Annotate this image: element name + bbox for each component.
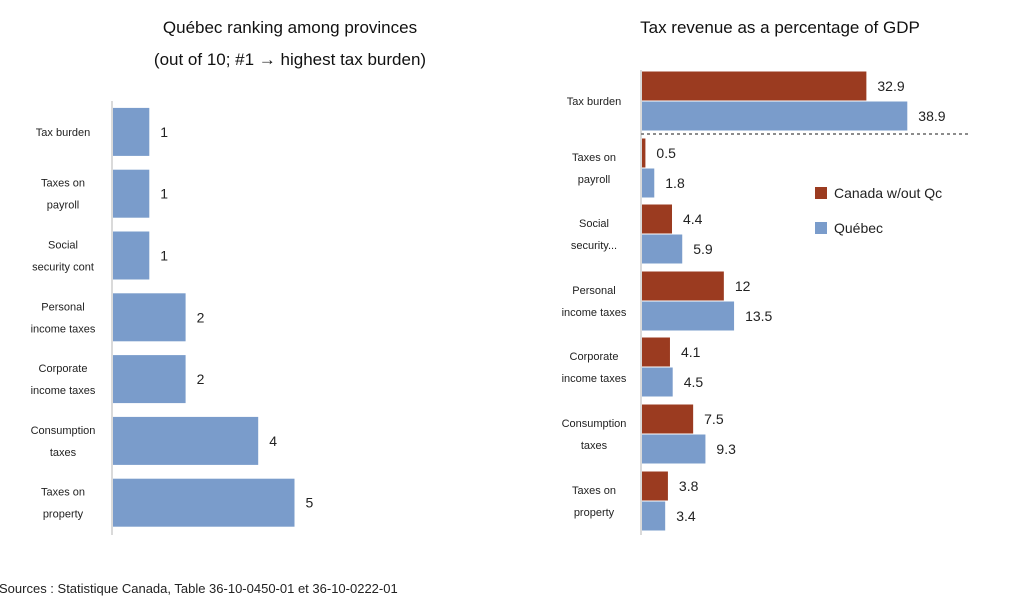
ranking-value-label: 2 xyxy=(197,309,205,325)
canada-bar xyxy=(642,471,668,501)
ranking-bar xyxy=(113,231,150,280)
revenue-category-label: Social xyxy=(579,218,609,230)
quebec-bar xyxy=(642,168,655,198)
ranking-category-label: Taxes on xyxy=(41,487,85,499)
canada-bar xyxy=(642,337,670,367)
ranking-bar xyxy=(113,355,186,404)
ranking-bar xyxy=(113,169,150,218)
ranking-value-label: 1 xyxy=(160,124,168,140)
ranking-chart-title: Québec ranking among provinces xyxy=(162,18,418,37)
quebec-value-label: 3.4 xyxy=(676,508,696,524)
revenue-category-label: Corporate xyxy=(570,351,619,363)
ranking-category-label: property xyxy=(43,509,84,521)
revenue-category-label: Tax burden xyxy=(567,96,621,108)
canada-bar xyxy=(642,138,646,168)
ranking-bar xyxy=(113,416,259,465)
revenue-category-label: income taxes xyxy=(562,373,627,385)
canada-value-label: 7.5 xyxy=(704,411,724,427)
canada-value-label: 12 xyxy=(735,278,751,294)
quebec-value-label: 1.8 xyxy=(665,175,685,191)
ranking-value-label: 1 xyxy=(160,248,168,264)
legend-swatch-canada xyxy=(815,187,827,199)
ranking-category-label: Corporate xyxy=(39,363,88,375)
legend-label-quebec: Québec xyxy=(834,220,883,236)
ranking-category-label: Personal xyxy=(41,301,84,313)
canada-value-label: 3.8 xyxy=(679,478,699,494)
canada-value-label: 4.1 xyxy=(681,344,701,360)
revenue-category-label: taxes xyxy=(581,440,608,452)
quebec-bar xyxy=(642,501,666,531)
revenue-category-label: payroll xyxy=(578,174,610,186)
ranking-bar xyxy=(113,478,295,527)
legend-label-canada: Canada w/out Qc xyxy=(834,185,942,201)
ranking-category-label: income taxes xyxy=(31,385,96,397)
revenue-category-label: Taxes on xyxy=(572,485,616,497)
ranking-bar xyxy=(113,107,150,156)
quebec-value-label: 9.3 xyxy=(716,441,736,457)
canada-bar xyxy=(642,404,694,434)
quebec-value-label: 5.9 xyxy=(693,241,713,257)
source-note: Sources : Statistique Canada, Table 36-1… xyxy=(0,581,398,596)
quebec-value-label: 13.5 xyxy=(745,308,772,324)
quebec-bar xyxy=(642,434,706,464)
canada-bar xyxy=(642,271,724,301)
ranking-category-label: security cont xyxy=(32,262,94,274)
ranking-bar xyxy=(113,293,186,342)
revenue-category-label: Taxes on xyxy=(572,152,616,164)
canada-bar xyxy=(642,204,673,234)
quebec-bar xyxy=(642,301,735,331)
ranking-value-label: 1 xyxy=(160,186,168,202)
revenue-chart-title: Tax revenue as a percentage of GDP xyxy=(640,18,920,37)
canada-value-label: 32.9 xyxy=(877,78,904,94)
quebec-value-label: 4.5 xyxy=(684,374,704,390)
ranking-category-label: income taxes xyxy=(31,323,96,335)
quebec-value-label: 38.9 xyxy=(918,108,945,124)
quebec-bar xyxy=(642,234,683,264)
legend-swatch-quebec xyxy=(815,222,827,234)
ranking-value-label: 5 xyxy=(306,495,314,511)
quebec-bar xyxy=(642,101,908,131)
ranking-category-label: payroll xyxy=(47,200,79,212)
revenue-category-label: income taxes xyxy=(562,307,627,319)
ranking-category-label: Social xyxy=(48,240,78,252)
ranking-category-label: Consumption xyxy=(31,425,96,437)
revenue-category-label: property xyxy=(574,507,615,519)
ranking-value-label: 4 xyxy=(269,433,277,449)
ranking-value-label: 2 xyxy=(197,371,205,387)
ranking-category-label: Taxes on xyxy=(41,178,85,190)
ranking-category-label: taxes xyxy=(50,447,77,459)
canada-bar xyxy=(642,71,867,101)
revenue-category-label: security... xyxy=(571,240,617,252)
quebec-bar xyxy=(642,367,673,397)
canada-value-label: 4.4 xyxy=(683,211,703,227)
ranking-chart-subtitle: (out of 10; #1 → highest tax burden) xyxy=(153,50,427,69)
ranking-category-label: Tax burden xyxy=(36,127,90,139)
canada-value-label: 0.5 xyxy=(656,145,676,161)
revenue-category-label: Consumption xyxy=(562,418,627,430)
revenue-category-label: Personal xyxy=(572,285,615,297)
